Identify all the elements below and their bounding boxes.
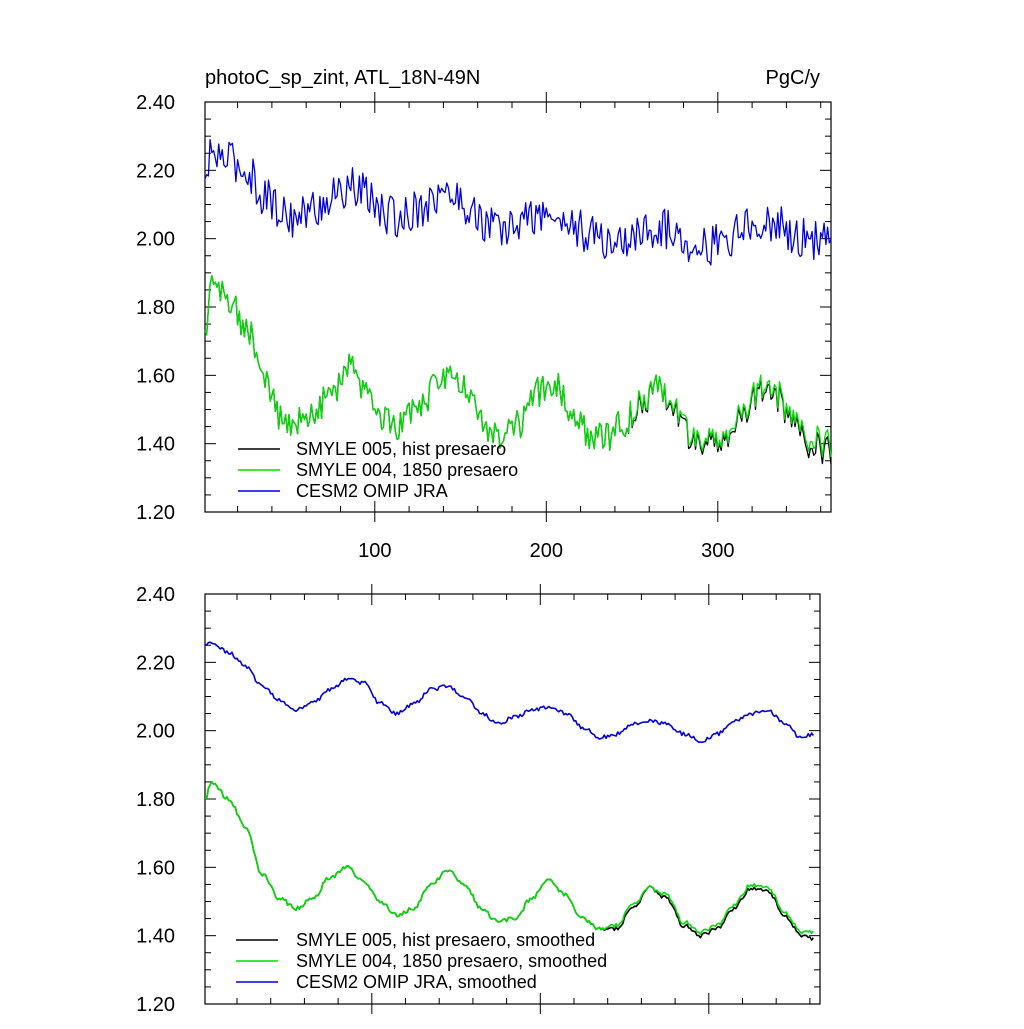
y-tick-label: 2.40 bbox=[136, 92, 175, 114]
series-line-2 bbox=[204, 641, 814, 744]
y-tick-label: 1.20 bbox=[136, 994, 175, 1016]
series-line-2 bbox=[204, 138, 832, 266]
y-tick-label: 1.80 bbox=[136, 789, 175, 811]
series-line-1 bbox=[205, 781, 814, 936]
series-line-0 bbox=[205, 781, 814, 941]
x-tick-label: 100 bbox=[358, 540, 391, 562]
y-tick-label: 1.80 bbox=[136, 297, 175, 319]
series-line-1 bbox=[204, 275, 832, 458]
y-tick-label: 2.20 bbox=[136, 160, 175, 182]
top-panel: 1.20 1.40 1.60 1.80 2.00 2.20 2.40 100 200 300 SMY… bbox=[136, 92, 832, 562]
y-tick-label: 1.40 bbox=[136, 434, 175, 456]
legend-label: SMYLE 004, 1850 presaero, smoothed bbox=[296, 951, 607, 971]
units-label: PgC/y bbox=[766, 67, 820, 89]
y-tick-label: 1.60 bbox=[136, 857, 175, 879]
y-tick-label: 2.40 bbox=[136, 584, 175, 606]
series-line-0 bbox=[204, 275, 832, 465]
x-tick-label: 300 bbox=[701, 540, 734, 562]
legend-label: SMYLE 004, 1850 presaero bbox=[296, 460, 518, 480]
y-tick-label: 1.20 bbox=[136, 502, 175, 524]
bottom-panel: 1.20 1.40 1.60 1.80 2.00 2.20 2.40 SMYLE 005, h… bbox=[136, 584, 821, 1016]
legend-label: SMYLE 005, hist presaero bbox=[296, 439, 506, 459]
y-tick-label: 1.60 bbox=[136, 365, 175, 387]
y-tick-label: 2.20 bbox=[136, 652, 175, 674]
y-tick-label: 2.00 bbox=[136, 229, 175, 251]
legend-label: CESM2 OMIP JRA, smoothed bbox=[296, 972, 537, 992]
legend-label: SMYLE 005, hist presaero, smoothed bbox=[296, 930, 595, 950]
y-tick-label: 2.00 bbox=[136, 721, 175, 743]
x-tick-label: 200 bbox=[530, 540, 563, 562]
y-tick-label: 1.40 bbox=[136, 926, 175, 948]
chart-title: photoC_sp_zint, ATL_18N-49N bbox=[205, 67, 480, 89]
legend-label: CESM2 OMIP JRA bbox=[296, 481, 448, 501]
